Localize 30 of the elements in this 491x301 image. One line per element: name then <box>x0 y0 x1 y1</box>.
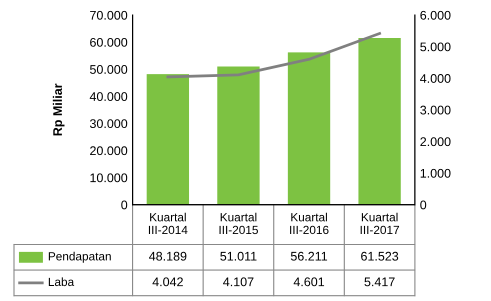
y2-tick-label: 1.000 <box>420 168 451 178</box>
y2-tick-label: 5.000 <box>420 42 451 52</box>
y-tick-label: 70.000 <box>90 10 128 20</box>
y-tick-label: 50.000 <box>90 65 128 74</box>
y2-tick-label: 6.000 <box>420 10 451 20</box>
y-tick-label: 30.000 <box>90 119 128 128</box>
y-tick-label: 40.000 <box>90 92 128 101</box>
x-tick-label: Kuartal III-2014 <box>148 212 188 234</box>
y-tick-label: 20.000 <box>90 146 128 156</box>
x-tick-label: Kuartal III-2016 <box>290 212 329 234</box>
y2-tick-label: 4.000 <box>420 74 451 83</box>
data-label: 4.601 <box>294 277 324 286</box>
y2-tick-label: 2.000 <box>420 137 451 146</box>
legend-label: Laba <box>48 277 74 286</box>
legend-label: Pendapatan <box>48 252 111 263</box>
data-label: 61.523 <box>361 252 398 261</box>
y-tick-label: 10.000 <box>90 173 128 182</box>
data-label: 48.189 <box>149 252 186 261</box>
data-label: 5.417 <box>364 278 395 286</box>
y-tick-label: 60.000 <box>90 38 128 47</box>
x-tick-label: Kuartal III-2015 <box>220 212 258 234</box>
y2-tick-label: 3.000 <box>420 106 451 115</box>
y-axis-title: Rp Miliar <box>52 84 64 136</box>
data-label: 56.211 <box>290 252 328 261</box>
y-tick-label: 0 <box>121 200 128 210</box>
x-tick-label: Kuartal III-2017 <box>360 212 400 234</box>
y2-tick-label: 0 <box>420 200 426 210</box>
data-label: 4.107 <box>223 277 254 286</box>
data-label: 51.011 <box>220 252 256 261</box>
data-label: 4.042 <box>152 277 183 286</box>
